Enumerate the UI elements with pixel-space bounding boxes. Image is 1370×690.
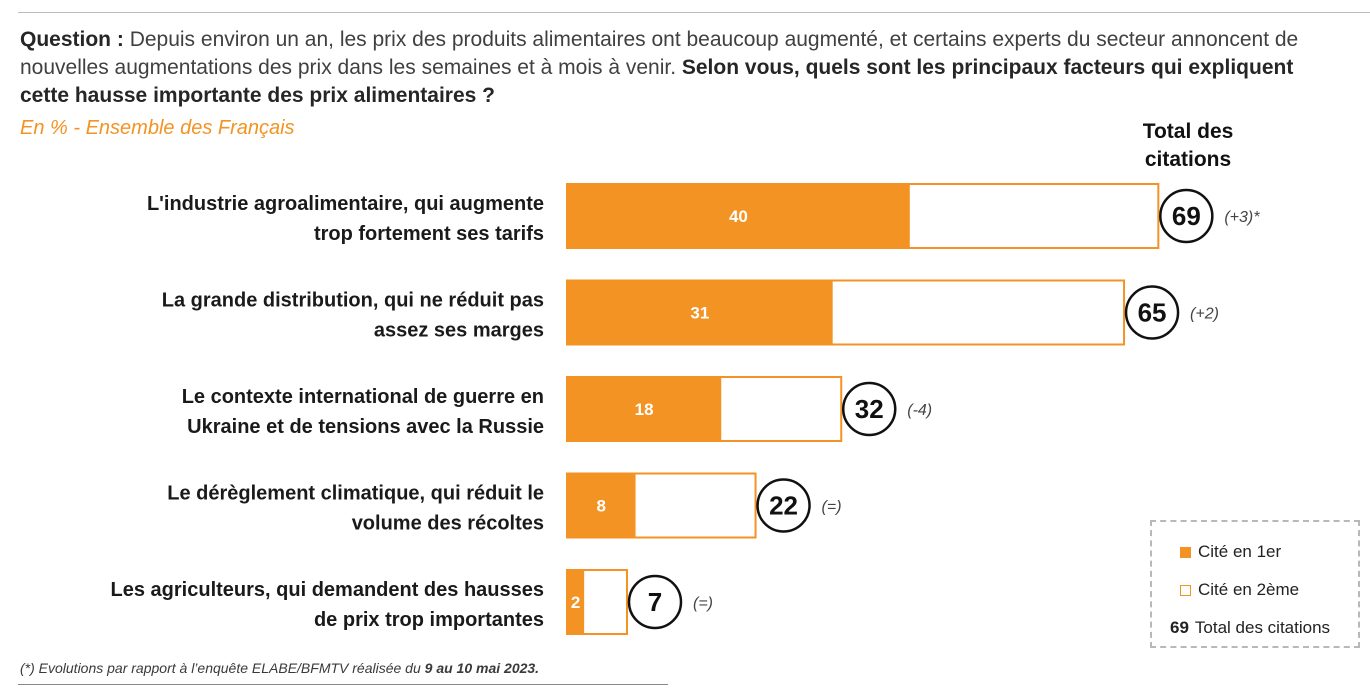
bar-value-label: 40 [729, 207, 748, 226]
bar-value-label: 18 [635, 400, 654, 419]
legend-item-total: 69 Total des citations [1170, 618, 1330, 638]
total-circle [756, 478, 811, 533]
footnote: (*) Evolutions par rapport à l’enquête E… [20, 660, 539, 676]
total-circle [1124, 285, 1180, 340]
evolution-label: (-4) [907, 402, 932, 419]
evolution-label: (=) [693, 595, 713, 612]
bar-first [567, 184, 910, 248]
legend-swatch-outline [1180, 584, 1191, 596]
legend-item-first: Cité en 1er [1180, 542, 1281, 562]
total-value-label: 69 [1172, 201, 1201, 231]
legend-item-second: Cité en 2ème [1180, 580, 1299, 600]
footnote-text: (*) Evolutions par rapport à l’enquête E… [20, 660, 421, 676]
bar-value-label: 31 [690, 304, 709, 323]
total-circle [627, 574, 683, 630]
category-label: Le dérèglement climatique, qui réduit le [167, 483, 544, 505]
legend-total-label: Total des citations [1194, 618, 1331, 637]
total-value-label: 65 [1138, 298, 1167, 328]
category-label: trop fortement ses tarifs [314, 223, 544, 245]
category-label: de prix trop importantes [314, 609, 544, 631]
category-label: volume des récoltes [352, 513, 544, 535]
total-value-label: 22 [769, 491, 798, 521]
bar-first [567, 377, 722, 441]
category-label: La grande distribution, qui ne réduit pa… [162, 290, 544, 312]
question-text: Question : Depuis environ un an, les pri… [20, 26, 1340, 110]
total-circle [841, 381, 897, 437]
bar-first [567, 473, 636, 538]
chart-subtitle: En % - Ensemble des Français [20, 117, 295, 139]
category-label: Les agriculteurs, qui demandent des haus… [111, 579, 544, 601]
question-bold: Selon vous, quels sont les principaux fa… [20, 56, 1294, 107]
top-rule [18, 12, 1370, 13]
category-label: Ukraine et de tensions avec la Russie [187, 416, 544, 438]
total-citations-header: Total des citations [1142, 120, 1234, 171]
legend-swatch-filled [1180, 546, 1191, 558]
category-label: L'industrie agroalimentaire, qui augment… [147, 193, 544, 215]
evolution-label: (+3)* [1224, 209, 1260, 226]
legend-label-second: Cité en 2ème [1198, 580, 1300, 599]
legend: Cité en 1er Cité en 2ème 69 Total des ci… [1150, 520, 1360, 648]
evolution-label: (=) [822, 499, 842, 516]
total-circle [1159, 188, 1214, 244]
evolution-label: (+2) [1190, 306, 1219, 323]
question-body: Depuis environ un an, les prix des produ… [20, 28, 1299, 79]
total-value-label: 7 [648, 587, 662, 617]
category-label: Le contexte international de guerre en [182, 386, 544, 408]
question-label: Question : [20, 28, 124, 51]
legend-label-first: Cité en 1er [1198, 542, 1282, 561]
bar-first [567, 570, 585, 634]
legend-total-number: 69 [1170, 618, 1189, 637]
bar-value-label: 2 [571, 593, 580, 612]
footnote-dates: 9 au 10 mai 2023. [424, 660, 540, 676]
bottom-rule [18, 684, 668, 685]
bar-first [567, 280, 833, 345]
total-value-label: 32 [855, 394, 884, 424]
bar-value-label: 8 [597, 497, 606, 516]
category-label: assez ses marges [374, 320, 544, 342]
